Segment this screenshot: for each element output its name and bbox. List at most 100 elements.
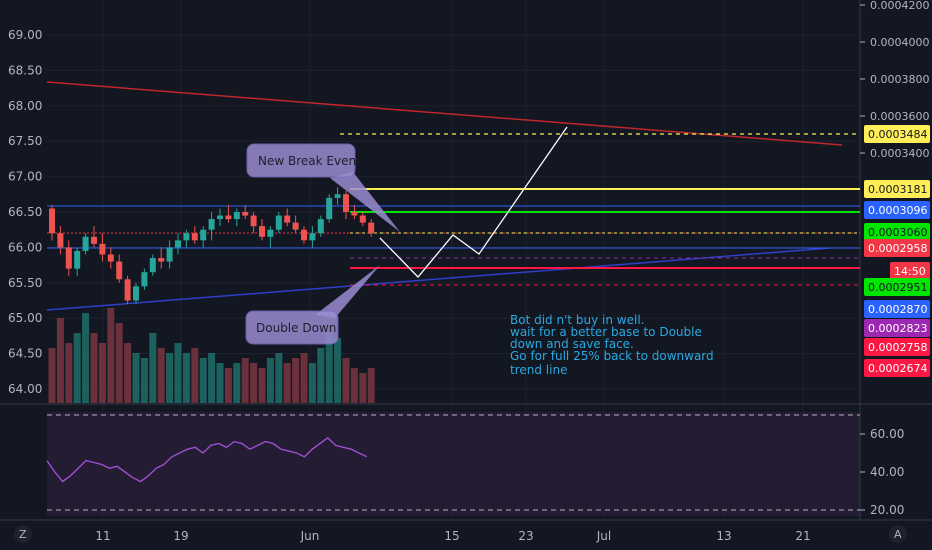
price-tag-label: 0.0002674 <box>868 362 928 375</box>
auto-scale-button-bg[interactable] <box>889 525 907 543</box>
note-line-1: Bot did n't buy in well. <box>510 313 644 327</box>
volume-bar <box>115 323 123 403</box>
left-tick-label: 68.50 <box>8 63 42 77</box>
price-tag-label: 0.0002870 <box>868 303 928 316</box>
volume-bar <box>275 353 283 403</box>
volume-bar <box>174 343 182 403</box>
candle-body <box>326 197 333 220</box>
right-tick-label: 0.0004000 <box>870 36 930 49</box>
volume-bar <box>216 363 224 403</box>
price-tag-bg <box>864 300 930 318</box>
price-tag-bg <box>864 338 930 356</box>
note-line-4: Go for full 25% back to downward <box>510 349 714 363</box>
left-tick-label: 69.00 <box>8 28 42 42</box>
right-tick-label: 0.0004200 <box>870 0 930 12</box>
candle-body <box>309 233 316 241</box>
volume-bar <box>191 348 199 403</box>
candle-body <box>351 212 358 216</box>
candle-body <box>82 236 89 251</box>
price-tag-label: 0.0002951 <box>868 281 928 294</box>
volume-bar <box>342 358 350 403</box>
candle-body <box>242 212 249 216</box>
note-line-5: trend line <box>510 363 567 377</box>
candles <box>49 187 375 305</box>
time-axis: 11 19 Jun 15 23 Jul 13 21 <box>95 529 810 543</box>
candle-body <box>141 272 148 287</box>
callout-double-down[interactable]: Double Down <box>245 265 380 345</box>
price-tag-bg <box>864 319 930 337</box>
volume-bar <box>107 308 115 403</box>
rsi-tick-label: 40.00 <box>870 465 904 479</box>
candle-body <box>158 258 165 262</box>
time-tick-label: 19 <box>173 529 188 543</box>
callout-bottom-pointer <box>315 265 380 318</box>
volume-bar <box>258 368 266 403</box>
candle-body <box>107 254 114 262</box>
volume-bar <box>283 363 291 403</box>
volume-bar <box>48 348 56 403</box>
left-tick-label: 67.00 <box>8 170 42 184</box>
candle-body <box>275 215 282 230</box>
volume-bar <box>132 353 140 403</box>
volume-bar <box>182 353 190 403</box>
callout-bottom-box <box>245 310 339 345</box>
timezone-button-label: Z <box>19 528 27 541</box>
volume-bar <box>199 358 207 403</box>
volume-bar <box>149 333 157 403</box>
volume-bar <box>241 358 249 403</box>
left-tick-label: 67.50 <box>8 134 42 148</box>
volume-bar <box>124 343 132 403</box>
volume-bar <box>266 358 274 403</box>
price-tag-label: 0.0002758 <box>868 341 928 354</box>
volume-bars <box>48 308 375 403</box>
left-tick-label: 64.50 <box>8 347 42 361</box>
callout-top-text: New Break Even <box>258 154 356 168</box>
price-tag-label: 0.0002823 <box>868 322 928 335</box>
price-tag-label: 0.0003181 <box>868 183 928 196</box>
price-tags: 0.0003484 0.0003181 0.0003096 0.0003060 0.00… <box>864 125 930 377</box>
volume-bar <box>208 353 216 403</box>
time-tick-label: Jul <box>596 529 611 543</box>
price-tag-label: 0.0003096 <box>868 204 928 217</box>
volume-bar <box>367 368 375 403</box>
left-tick-label: 66.50 <box>8 205 42 219</box>
candle-body <box>57 233 64 248</box>
volume-bar <box>317 348 325 403</box>
volume-bar <box>292 358 300 403</box>
volume-bar <box>90 333 98 403</box>
candle-body <box>99 243 106 255</box>
right-tick-label: 0.0003800 <box>870 73 930 86</box>
time-tick-label: 13 <box>716 529 731 543</box>
candle-body <box>267 229 274 237</box>
volume-bar <box>325 333 333 403</box>
candle-body <box>208 219 215 230</box>
time-tick-label: 21 <box>795 529 810 543</box>
volume-bar <box>233 363 241 403</box>
price-tag-bg <box>864 359 930 377</box>
volume-bar <box>140 358 148 403</box>
candle-body <box>317 219 324 234</box>
left-tick-label: 65.50 <box>8 276 42 290</box>
right-tick-label: 0.0003600 <box>870 110 930 123</box>
candle-body <box>133 286 139 301</box>
candle-body <box>183 233 190 241</box>
price-tag-label: 0.0002958 <box>868 242 928 255</box>
rsi-axis: 60.00 40.00 20.00 <box>860 427 904 517</box>
left-tick-label: 68.00 <box>8 99 42 113</box>
volume-bar <box>250 363 258 403</box>
callout-new-break-even[interactable]: New Break Even <box>246 143 400 232</box>
price-tag-label: 14:50 <box>894 265 926 278</box>
price-tag-bg <box>864 180 930 198</box>
left-tick-label: 65.00 <box>8 311 42 325</box>
rsi-tick-label: 20.00 <box>870 503 904 517</box>
candle-body <box>175 240 181 248</box>
candle-body <box>368 222 375 234</box>
timezone-button-bg[interactable] <box>14 525 32 543</box>
note-line-2: wait for a better base to Double <box>510 325 702 339</box>
callout-top-pointer <box>330 172 400 232</box>
candle-body <box>191 233 198 241</box>
candle-body <box>343 194 349 212</box>
right-price-axis: 0.0004200 0.0004000 0.0003800 0.0003600 0.00… <box>860 0 930 160</box>
candle-body <box>233 212 240 220</box>
